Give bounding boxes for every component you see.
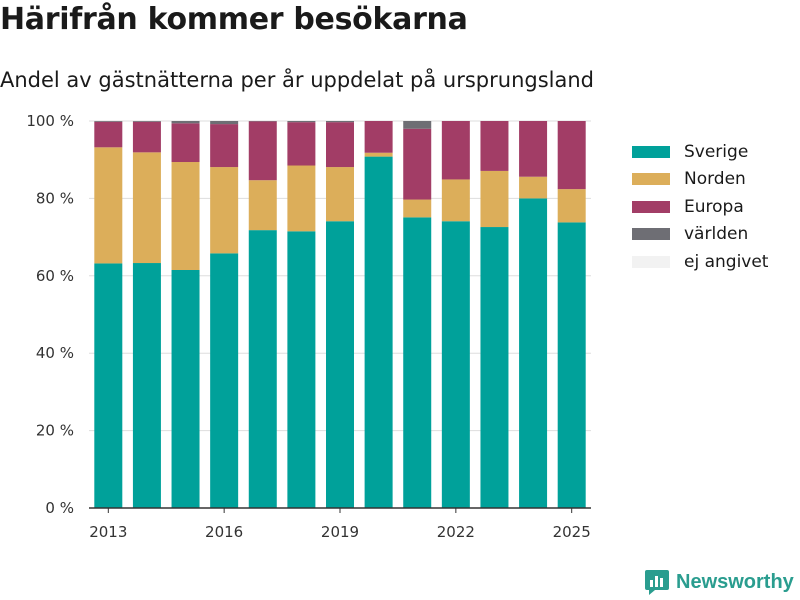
bar-segment-Sverige-2023 [480, 227, 509, 508]
bar-segment-Norden-2017 [248, 180, 277, 231]
x-tick-label: 2022 [437, 523, 475, 541]
bar-segment-världen-2018 [287, 121, 316, 123]
bar-segment-Sverige-2018 [287, 231, 316, 509]
bar-segment-Norden-2016 [210, 167, 239, 254]
bar-segment-Sverige-2016 [210, 253, 239, 508]
bar-segment-Europa-2014 [132, 121, 161, 153]
bar-segment-Sverige-2021 [403, 217, 432, 508]
legend-swatch [632, 173, 670, 186]
legend-swatch [632, 255, 670, 268]
bar-segment-Sverige-2025 [557, 222, 586, 509]
bar-segment-Europa-2020 [364, 121, 393, 153]
bar-segment-Europa-2018 [287, 122, 316, 166]
bar-segment-Sverige-2017 [248, 230, 277, 508]
bar-segment-Europa-2025 [557, 121, 586, 190]
bar-segment-Sverige-2014 [132, 263, 161, 508]
legend-label: Europa [684, 196, 744, 217]
bar-segment-Norden-2018 [287, 165, 316, 232]
bar-segment-världen-2016 [210, 121, 239, 125]
x-tick-label: 2019 [321, 523, 359, 541]
legend-swatch [632, 145, 670, 158]
bar-segment-världen-2014 [132, 121, 161, 122]
legend-item-världen: världen [632, 221, 768, 249]
bar-segment-världen-2013 [94, 121, 123, 122]
legend-label: världen [684, 224, 749, 245]
bar-segment-världen-2019 [326, 121, 354, 123]
y-tick-label: 20 % [36, 422, 74, 440]
newsworthy-logo: Newsworthy [644, 568, 794, 596]
x-tick-label: 2016 [205, 523, 243, 541]
y-tick-label: 100 % [26, 112, 74, 130]
legend-item-ej-angivet: ej angivet [632, 248, 768, 276]
bar-segment-Norden-2015 [171, 162, 200, 270]
bar-segment-världen-2015 [171, 121, 200, 124]
bars [94, 121, 586, 509]
bar-chart-logo-icon [645, 570, 669, 595]
bar-segment-Europa-2015 [171, 123, 200, 163]
bar-segment-Norden-2021 [403, 199, 432, 218]
bar-segment-Norden-2023 [480, 170, 509, 228]
legend-item-Norden: Norden [632, 166, 768, 194]
bar-segment-Europa-2016 [210, 124, 239, 168]
bar-segment-Norden-2020 [364, 152, 393, 157]
bar-segment-Sverige-2020 [364, 156, 393, 508]
legend: Sverige Norden Europa världen ej angivet [632, 138, 768, 276]
bar-segment-Norden-2013 [94, 147, 123, 264]
bar-segment-Sverige-2022 [441, 221, 470, 508]
y-tick-label: 60 % [36, 267, 74, 285]
bar-segment-Europa-2017 [248, 121, 277, 181]
y-tick-label: 80 % [36, 189, 74, 207]
bar-segment-Sverige-2024 [519, 198, 548, 508]
bar-segment-Norden-2024 [519, 176, 548, 199]
chart-subtitle: Andel av gästnätterna per år uppdelat på… [0, 68, 594, 92]
bar-segment-Europa-2022 [441, 121, 470, 180]
bar-segment-Sverige-2013 [94, 263, 123, 508]
legend-item-Europa: Europa [632, 193, 768, 221]
bar-segment-Norden-2022 [441, 179, 470, 222]
bar-segment-Norden-2019 [326, 167, 354, 222]
y-tick-label: 0 % [45, 499, 74, 517]
bar-segment-Europa-2023 [480, 121, 509, 171]
legend-label: Sverige [684, 141, 749, 162]
brand-name: Newsworthy [676, 570, 794, 593]
bar-segment-Europa-2024 [519, 121, 548, 177]
legend-label: Norden [684, 169, 746, 190]
bar-segment-Sverige-2019 [326, 221, 354, 508]
bar-segment-Sverige-2015 [171, 269, 200, 508]
bar-segment-Norden-2014 [132, 152, 161, 264]
chart-title: Härifrån kommer besökarna [0, 2, 468, 37]
axes: 0 % 20 % 40 % 60 % 80 % 100 % 2013 2016 2019 2022… [26, 112, 591, 541]
y-tick-label: 40 % [36, 344, 74, 362]
legend-swatch [632, 228, 670, 241]
x-tick-label: 2025 [553, 523, 591, 541]
bar-segment-Europa-2021 [403, 128, 432, 200]
bar-segment-Europa-2013 [94, 121, 123, 148]
x-tick-label: 2013 [89, 523, 127, 541]
legend-label: ej angivet [684, 251, 769, 272]
legend-swatch [632, 200, 670, 213]
bar-segment-Europa-2019 [326, 122, 354, 168]
bar-segment-Norden-2025 [557, 189, 586, 223]
bar-segment-världen-2021 [403, 121, 432, 129]
legend-item-Sverige: Sverige [632, 138, 768, 166]
